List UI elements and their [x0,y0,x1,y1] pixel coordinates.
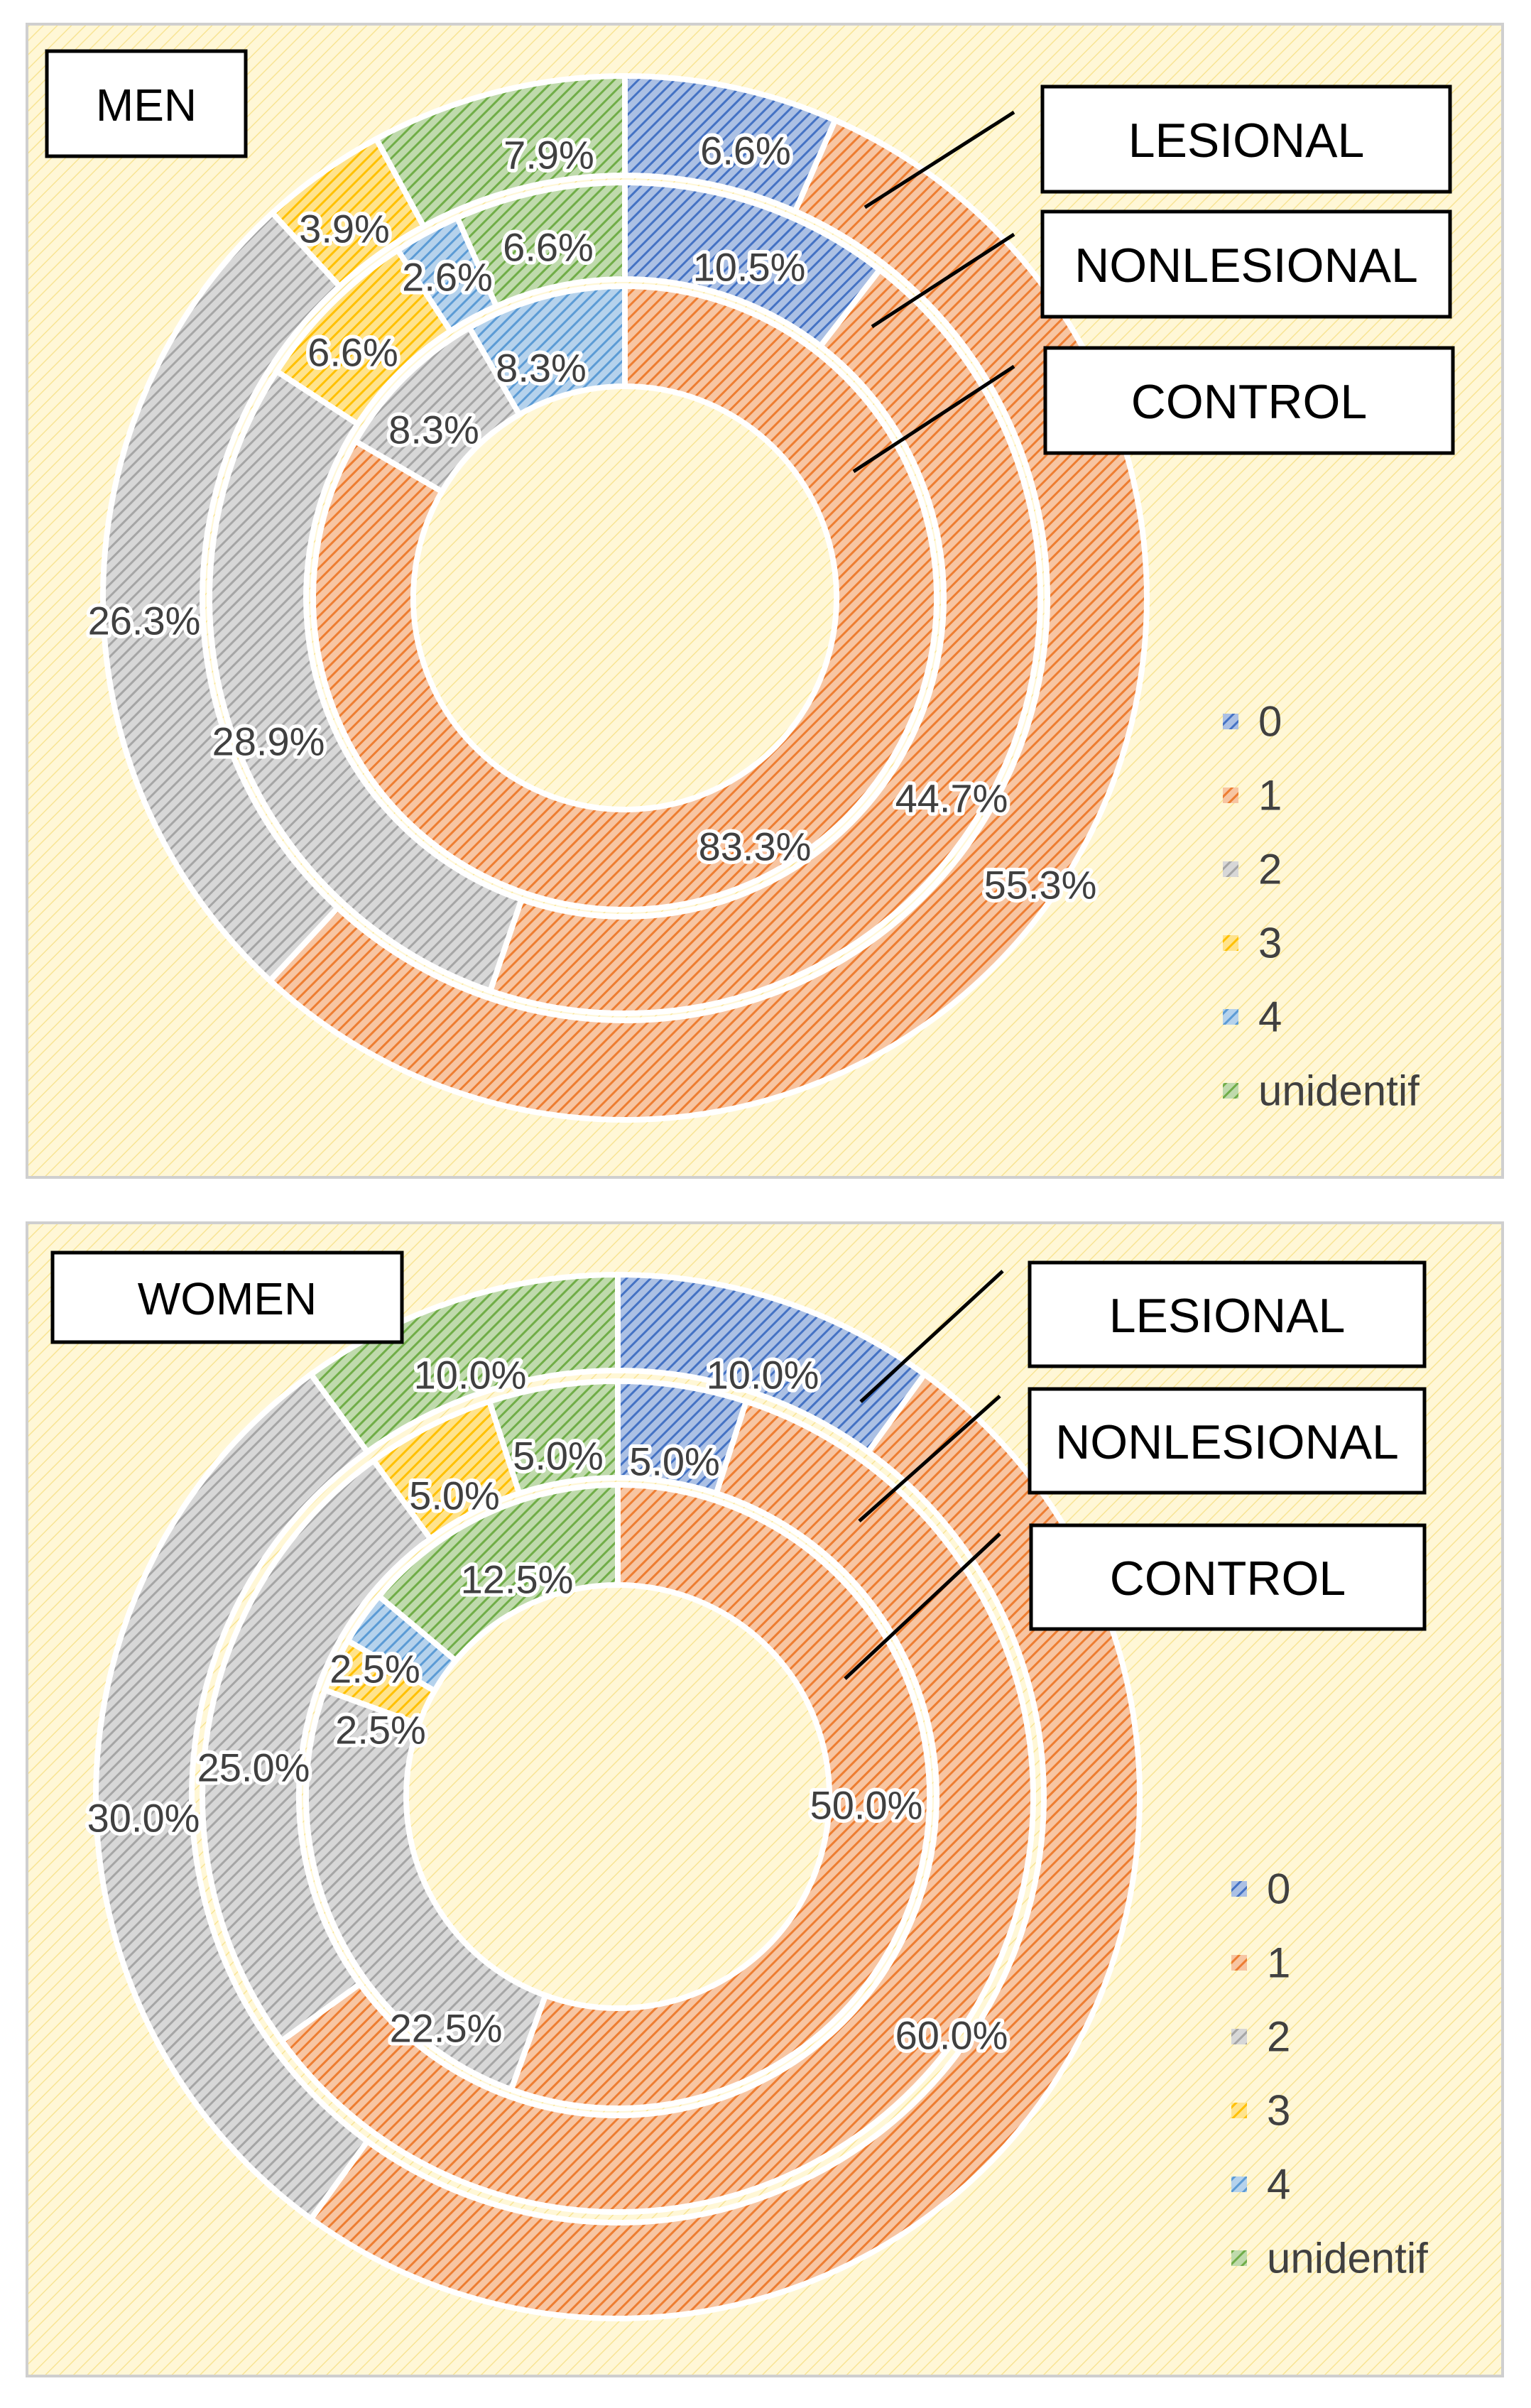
slice-control-cat-1 [507,1481,932,2111]
legend-swatch-3 [1223,935,1238,951]
slice-nonlesional-cat-1 [278,1398,1036,2215]
legend-label-1: 1 [1267,1939,1290,1987]
chart-title-box [45,49,248,158]
data-label-nonlesional-cat-0: 5.0% [629,1439,720,1484]
doughnut-chart-women: 10.0% 30.0% 10.0% 5.0% 60.0% 25.0% 5.0% 5.0% 50.… [28,1224,1501,2375]
leader-line-nonlesional [871,232,1015,329]
legend-swatch-0 [1231,1881,1247,1897]
data-label-lesional-cat-2: 30.0% [87,1796,200,1841]
legend-label-3: 3 [1258,920,1282,967]
data-label-lesional-cat-unidentif: 10.0% [414,1353,527,1398]
legend-label-0: 0 [1267,1865,1290,1913]
series-name-nonlesional: NONLESIONAL [1055,1415,1399,1469]
slice-lesional-cat-1 [307,1370,1143,2321]
series-name-lesional: LESIONAL [1128,114,1365,168]
slice-nonlesional-cat-unidentif [486,1378,621,1498]
ring-lesional [100,72,1150,1123]
chart-title-box [50,1251,404,1344]
data-label-nonlesional-cat-0: 10.5% [693,245,806,290]
leader-line-lesional [863,110,1015,209]
leader-line-control [852,364,1015,474]
series-name-lesional: LESIONAL [1109,1289,1346,1343]
ring-control [310,283,939,912]
legend-label-0: 0 [1258,698,1282,746]
slice-lesional-cat-unidentif [372,72,628,231]
legend-swatch-0 [1223,714,1238,729]
slice-nonlesional-cat-unidentif [453,179,628,310]
slice-control-cat-2 [303,1686,550,2093]
data-label-nonlesional-cat-unidentif: 6.6% [503,225,594,270]
legend-swatch-4 [1231,2177,1247,2192]
chart-title: MEN [96,80,197,131]
data-label-control-cat-4: 8.3% [496,346,587,391]
slice-nonlesional-cat-2 [200,1456,435,2045]
series-name-control: CONTROL [1110,1552,1346,1606]
slice-control-cat-4 [465,283,628,419]
data-label-control-cat-1: 83.3% [699,824,812,869]
legend-swatch-1 [1223,788,1238,803]
leader-line-nonlesional [858,1395,1001,1522]
slice-nonlesional-cat-2 [207,367,525,995]
series-box-nonlesional [1040,209,1452,319]
slice-nonlesional-cat-1 [486,266,1043,1016]
data-label-control-cat-2: 8.3% [388,408,479,452]
data-label-control-cat-3: 2.5% [335,1708,426,1753]
data-label-nonlesional-cat-3: 6.6% [307,330,398,375]
legend-swatch-2 [1231,2029,1247,2044]
ring-nonlesional [207,179,1043,1016]
slice-control-cat-1 [310,283,939,912]
data-label-nonlesional-cat-3: 5.0% [409,1473,500,1518]
legend-label-2: 2 [1267,2013,1290,2061]
legend-swatch-2 [1223,861,1238,877]
series-box-lesional [1040,85,1452,194]
series-box-control [1029,1523,1427,1631]
series-name-nonlesional: NONLESIONAL [1074,239,1418,293]
data-label-control-cat-2: 22.5% [390,2006,503,2051]
data-label-lesional-cat-1: 55.3% [984,863,1097,908]
slice-control-cat-unidentif [375,1481,621,1665]
legend-swatch-3 [1231,2103,1247,2118]
data-label-nonlesional-cat-2: 28.9% [212,719,325,764]
legend-swatch-unidentif [1231,2250,1247,2266]
series-box-control [1043,346,1455,455]
data-label-lesional-cat-3: 3.9% [299,207,390,251]
leader-line-lesional [859,1270,1004,1403]
legend-label-2: 2 [1258,846,1282,893]
legend-label-4: 4 [1258,993,1282,1041]
legend-label-unidentif: unidentif [1258,1067,1420,1115]
data-label-control-cat-4: 2.5% [329,1647,420,1691]
data-label-lesional-cat-0: 10.0% [707,1353,819,1398]
chart-panel-women: 10.0% 30.0% 10.0% 5.0% 60.0% 25.0% 5.0% 5.0% 50.… [26,1221,1504,2377]
ring-control [303,1481,932,2111]
legend-label-4: 4 [1267,2161,1290,2208]
chart-panel-men: 6.6% 55.3% 26.3% 3.9% 7.9% 10.5% 44.7% 28.9% 6.6… [26,23,1504,1179]
series-name-control: CONTROL [1131,375,1367,429]
data-label-nonlesional-cat-unidentif: 5.0% [513,1434,604,1478]
slice-lesional-cat-2 [92,1370,371,2223]
data-label-lesional-cat-0: 6.6% [700,129,791,173]
ring-lesional [92,1271,1143,2321]
legend-swatch-4 [1223,1009,1238,1025]
data-label-nonlesional-cat-1: 44.7% [895,776,1008,821]
data-label-nonlesional-cat-4: 2.6% [402,255,493,300]
data-label-nonlesional-cat-2: 25.0% [197,1745,310,1790]
doughnut-chart-men: 6.6% 55.3% 26.3% 3.9% 7.9% 10.5% 44.7% 28.9% 6.6… [28,26,1501,1176]
data-label-lesional-cat-2: 26.3% [88,599,201,643]
legend-swatch-1 [1231,1955,1247,1971]
legend-label-unidentif: unidentif [1267,2235,1428,2282]
data-label-control-cat-1: 50.0% [810,1783,923,1828]
legend-swatch-unidentif [1223,1083,1238,1099]
data-label-nonlesional-cat-1: 60.0% [895,2013,1008,2058]
legend-label-1: 1 [1258,772,1282,819]
data-label-control-cat-unidentif: 12.5% [461,1557,574,1602]
series-box-lesional [1028,1260,1427,1368]
leader-line-control [844,1532,1001,1680]
ring-nonlesional [200,1378,1036,2215]
legend-label-3: 3 [1267,2087,1290,2135]
slice-lesional-cat-1 [266,116,1150,1123]
data-label-lesional-cat-unidentif: 7.9% [503,133,594,178]
series-box-nonlesional [1028,1387,1427,1495]
slice-lesional-cat-2 [100,209,344,985]
chart-title: WOMEN [138,1273,317,1324]
